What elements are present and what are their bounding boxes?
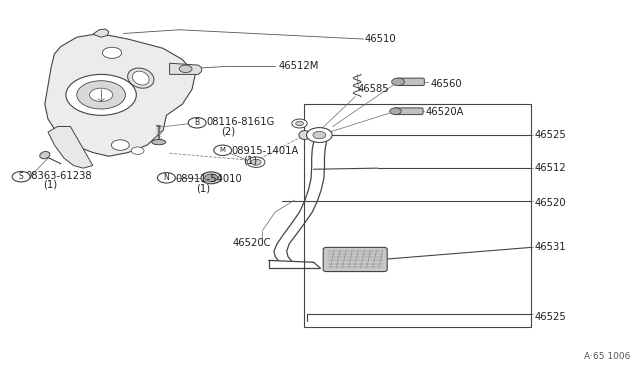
FancyBboxPatch shape [396,78,424,86]
Polygon shape [170,63,202,74]
Text: 46512M: 46512M [278,61,319,71]
Text: 46520A: 46520A [426,107,464,116]
Text: (1): (1) [196,184,211,194]
Text: A·65 1006: A·65 1006 [584,352,630,361]
Circle shape [214,145,232,155]
Text: 08116-8161G: 08116-8161G [206,117,275,127]
Text: 46512: 46512 [534,163,566,173]
Text: 08911-54010: 08911-54010 [175,174,242,184]
Circle shape [390,108,401,115]
Text: 08363-61238: 08363-61238 [26,171,92,180]
Circle shape [188,118,206,128]
Bar [304,104,531,327]
Ellipse shape [40,151,50,159]
Circle shape [205,174,218,182]
Circle shape [296,121,303,126]
Text: 46525: 46525 [534,130,566,140]
Text: 08915-1401A: 08915-1401A [232,146,299,156]
Text: N: N [164,173,169,182]
Circle shape [251,159,261,165]
Circle shape [313,131,326,139]
Text: B: B [195,118,200,127]
Circle shape [201,172,221,184]
Polygon shape [45,33,195,156]
Circle shape [66,74,136,115]
Polygon shape [48,126,93,168]
Ellipse shape [132,71,149,85]
Circle shape [90,88,113,102]
Circle shape [77,81,125,109]
Text: 46525: 46525 [534,312,566,322]
Circle shape [307,128,332,142]
FancyBboxPatch shape [323,247,387,272]
Ellipse shape [152,140,166,145]
Text: M: M [220,147,226,153]
Text: 46520: 46520 [534,199,566,208]
Circle shape [392,78,404,86]
Text: 46531: 46531 [534,243,566,252]
Polygon shape [93,29,109,37]
Text: (1): (1) [44,180,58,190]
Circle shape [111,140,129,150]
Text: S: S [19,172,24,181]
Circle shape [12,171,30,182]
Circle shape [247,157,265,167]
Text: 46560: 46560 [430,79,461,89]
Text: (2): (2) [221,126,235,136]
Circle shape [157,173,175,183]
Ellipse shape [127,68,154,88]
Text: 46510: 46510 [365,34,396,44]
FancyBboxPatch shape [394,108,423,115]
Text: 46585: 46585 [357,84,388,94]
Circle shape [292,119,307,128]
Text: (1): (1) [243,155,257,165]
Circle shape [179,65,192,73]
Ellipse shape [299,131,310,140]
Circle shape [102,47,122,58]
Text: 46520C: 46520C [232,238,271,247]
Circle shape [131,147,144,154]
